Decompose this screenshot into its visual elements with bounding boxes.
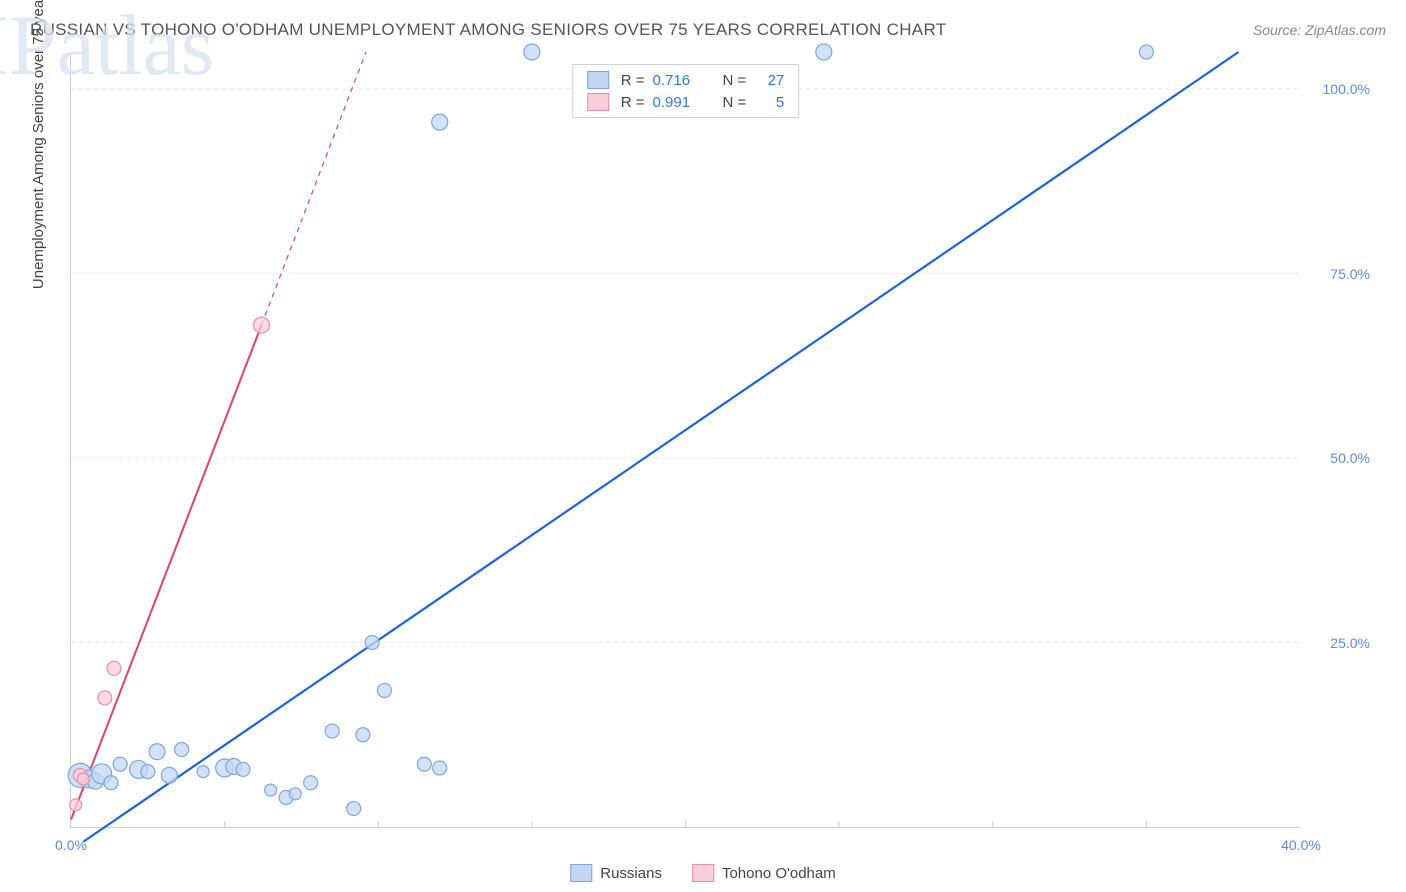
swatch-russians-icon: [570, 864, 592, 882]
legend-item-tohono: Tohono O'odham: [692, 864, 836, 882]
y-tick-label: 25.0%: [1310, 635, 1370, 651]
legend-label-russians: Russians: [600, 865, 662, 882]
n-label: N =: [723, 72, 747, 89]
r-label: R =: [621, 94, 645, 111]
trend-lines: [71, 52, 1239, 842]
correlation-legend: R = 0.716 N = 27 R = 0.991 N = 5: [572, 64, 800, 118]
series-legend: Russians Tohono O'odham: [570, 864, 835, 882]
source-label: Source: ZipAtlas.com: [1253, 22, 1386, 38]
y-tick-label: 75.0%: [1310, 266, 1370, 282]
y-tick-label: 50.0%: [1310, 450, 1370, 466]
y-tick-label: 100.0%: [1310, 81, 1370, 97]
scatter-points: [68, 44, 1153, 816]
r-value-tohono: 0.991: [653, 94, 703, 111]
legend-label-tohono: Tohono O'odham: [722, 865, 836, 882]
swatch-tohono-icon: [692, 864, 714, 882]
legend-row-russians: R = 0.716 N = 27: [587, 69, 785, 91]
plot-area: ZIPatlas R = 0.716 N = 27 R = 0.991 N = …: [70, 52, 1300, 828]
n-value-russians: 27: [754, 72, 784, 89]
x-tick-label: 40.0%: [1281, 837, 1321, 853]
r-label: R =: [621, 72, 645, 89]
swatch-tohono: [587, 93, 609, 111]
n-label: N =: [723, 94, 747, 111]
x-tick-label: 0.0%: [55, 837, 87, 853]
gridlines: [71, 89, 1300, 827]
swatch-russians: [587, 71, 609, 89]
n-value-tohono: 5: [754, 94, 784, 111]
legend-item-russians: Russians: [570, 864, 662, 882]
watermark-text: ZIPatlas: [0, 0, 214, 93]
r-value-russians: 0.716: [653, 72, 703, 89]
legend-row-tohono: R = 0.991 N = 5: [587, 91, 785, 113]
chart-svg: ZIPatlas: [71, 52, 1300, 827]
